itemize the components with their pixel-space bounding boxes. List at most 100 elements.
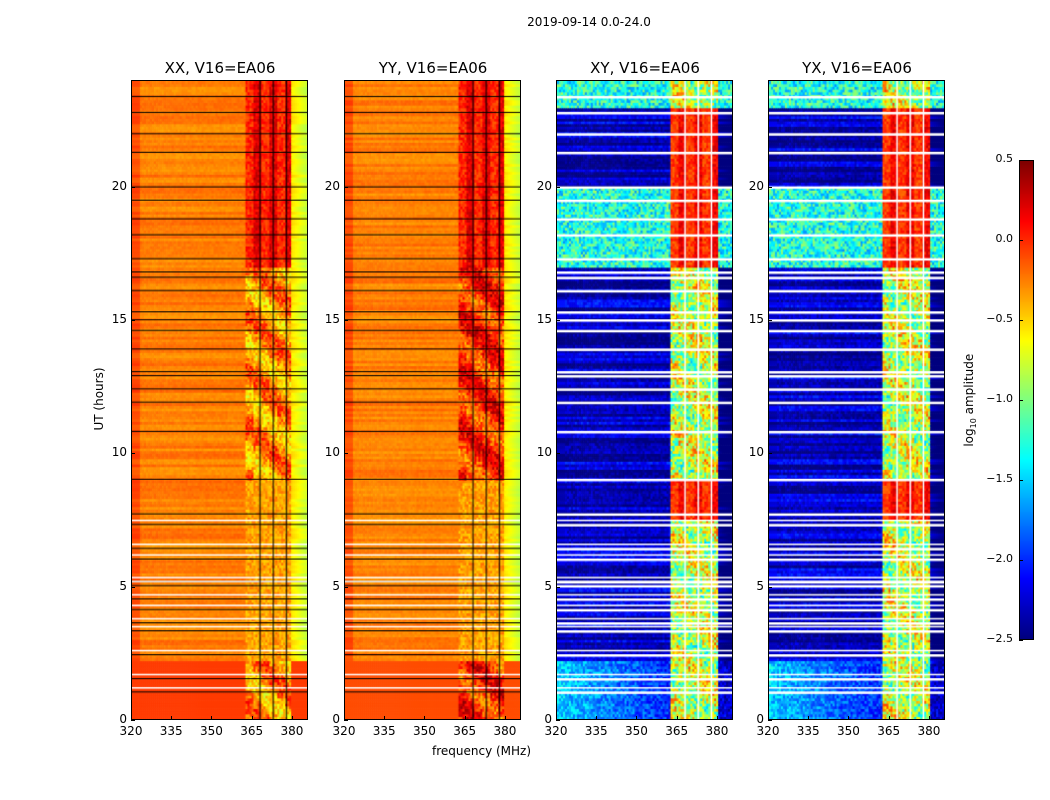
x-tick-label: 380 [705,724,729,738]
x-tick-mark [556,716,557,720]
heatmap-cells [345,81,520,719]
x-tick-label: 320 [756,724,780,738]
x-tick-mark [848,716,850,720]
y-tick-label: 20 [748,178,764,193]
y-tick-label: 5 [332,578,340,593]
x-tick-mark [384,716,386,720]
colorbar-tick-mark [1019,560,1023,561]
colorbar-tick-label: 0.5 [995,152,1014,165]
y-tick-label: 10 [111,445,127,460]
y-tick-label: 15 [536,312,552,326]
y-tick-mark [344,453,348,455]
x-tick-mark [131,716,132,720]
x-tick-label: 320 [119,724,143,738]
colorbar-tick-label: −2.5 [986,632,1013,645]
y-tick-label: 20 [111,178,127,193]
y-tick-label: 10 [324,445,340,460]
y-tick-mark [556,720,560,721]
x-tick-mark [291,716,293,720]
y-tick-mark [344,320,348,321]
panel-title: YY, V16=EA06 [378,59,488,77]
y-tick-label: 5 [544,578,552,593]
heatmap-cells [557,81,732,719]
y-tick-mark [556,453,560,455]
x-tick-label: 335 [796,724,820,738]
x-tick-label: 365 [665,724,689,738]
x-tick-mark [504,716,506,720]
x-tick-mark [424,716,426,720]
x-tick-mark [768,716,769,720]
y-tick-label: 0 [756,712,764,726]
x-tick-label: 380 [280,724,304,738]
colorbar-tick-label: −2.0 [986,552,1013,565]
y-tick-mark [131,186,135,188]
y-tick-mark [768,586,772,588]
y-tick-label: 0 [544,712,552,726]
y-tick-mark [131,720,135,721]
colorbar-tick-label: 0.0 [995,232,1014,245]
x-tick-label: 335 [584,724,608,738]
y-tick-label: 20 [324,178,340,193]
y-tick-mark [556,586,560,588]
y-tick-label: 5 [756,578,764,593]
colorbar-tick-label: −1.0 [986,392,1013,405]
x-tick-label: 365 [453,724,477,738]
y-tick-mark [768,320,772,321]
y-tick-label: 0 [332,712,340,726]
x-tick-label: 350 [200,724,223,738]
x-tick-mark [171,716,173,720]
y-tick-label: 20 [536,178,552,193]
x-tick-mark [596,716,598,720]
y-tick-label: 5 [119,578,127,593]
x-tick-mark [636,716,638,720]
heatmap-panel [344,80,521,720]
x-tick-label: 350 [625,724,648,738]
y-tick-mark [768,453,772,455]
y-axis-label: UT (hours) [92,367,106,431]
x-tick-mark [344,716,345,720]
y-tick-mark [768,720,772,721]
x-tick-mark [716,716,718,720]
colorbar-tick-mark [1019,320,1023,321]
colorbar-tick-label: −0.5 [986,312,1013,325]
heatmap-cells [769,81,944,719]
panel-title: XY, V16=EA06 [590,59,700,77]
y-tick-mark [131,586,135,588]
y-tick-mark [131,320,135,321]
colorbar-tick-label: −1.5 [986,472,1013,485]
colorbar-tick-mark [1019,240,1023,241]
colorbar-tick-mark [1019,400,1023,401]
heatmap-panel [556,80,733,720]
x-axis-label: frequency (MHz) [432,744,532,758]
x-tick-label: 335 [159,724,183,738]
y-tick-label: 10 [536,445,552,460]
colorbar-tick-mark [1019,640,1023,641]
y-tick-mark [131,453,135,455]
x-tick-mark [251,716,253,720]
x-tick-label: 320 [544,724,568,738]
heatmap-panel [768,80,945,720]
colorbar-tick-mark [1019,160,1023,161]
x-tick-mark [464,716,466,720]
x-tick-label: 350 [413,724,436,738]
panel-title: XX, V16=EA06 [164,59,276,77]
y-tick-mark [344,586,348,588]
y-tick-label: 15 [111,312,127,326]
x-tick-mark [888,716,890,720]
x-tick-mark [808,716,810,720]
figure-title: 2019-09-14 0.0-24.0 [527,15,651,29]
x-tick-label: 380 [917,724,941,738]
x-tick-label: 365 [877,724,901,738]
y-tick-label: 15 [324,312,340,326]
y-tick-mark [768,186,772,188]
y-tick-label: 0 [119,712,127,726]
heatmap-panel [131,80,308,720]
y-tick-label: 15 [748,312,764,326]
y-tick-label: 10 [748,445,764,460]
x-tick-label: 350 [837,724,860,738]
x-tick-label: 335 [372,724,396,738]
x-tick-mark [211,716,213,720]
x-tick-mark [676,716,678,720]
colorbar-tick-mark [1019,480,1023,481]
